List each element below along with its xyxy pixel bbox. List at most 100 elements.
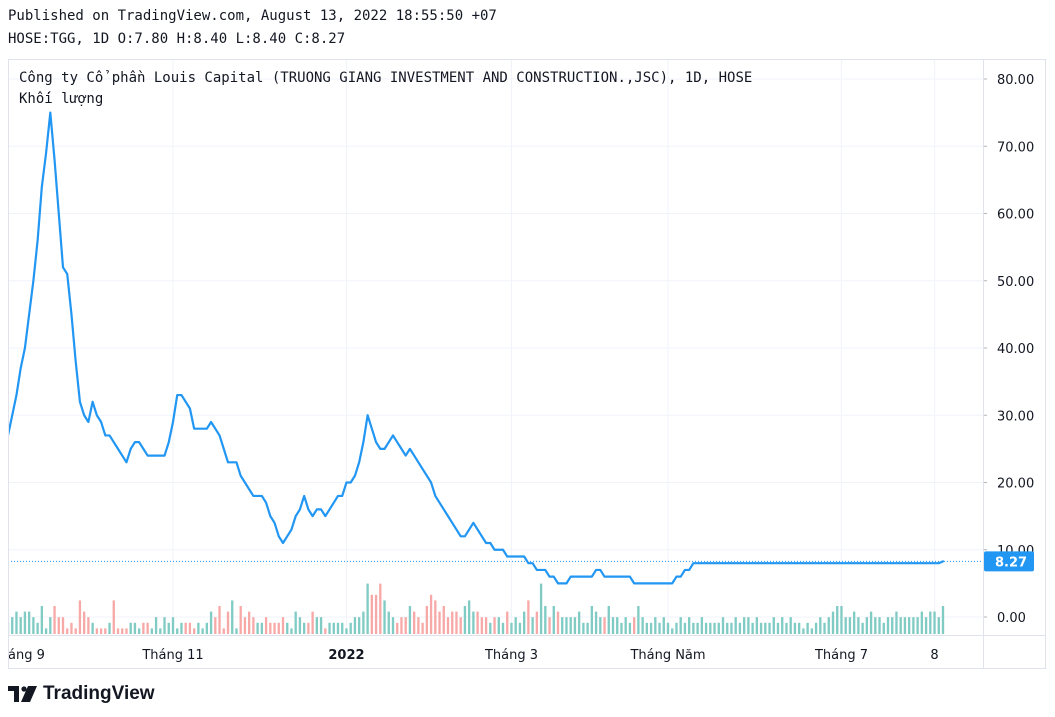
volume-bar	[607, 606, 610, 634]
volume-bar	[404, 617, 407, 634]
volume-bar	[87, 617, 90, 634]
time-axis[interactable]: áng 9 Tháng 11 2022 Tháng 3 Tháng Năm Tháng 7…	[8, 648, 939, 663]
volume-bar	[781, 617, 784, 634]
last-price-label: 8.27	[995, 555, 1027, 570]
volume-bar	[721, 617, 725, 634]
volume-bar	[222, 628, 225, 634]
volume-bar	[569, 617, 572, 634]
volume-bar	[201, 628, 204, 634]
volume-bar	[463, 606, 467, 634]
y-tick-label: 70.00	[997, 140, 1034, 155]
volume-bar	[599, 617, 602, 634]
volume-bars	[8, 583, 945, 634]
volume-bar	[328, 622, 331, 634]
volume-bar	[895, 611, 898, 634]
volume-bar	[366, 583, 369, 634]
volume-bar	[518, 622, 522, 634]
volume-bar	[163, 617, 166, 634]
volume-bar	[36, 622, 39, 634]
volume-bar	[108, 622, 111, 634]
published-line: Published on TradingView.com, August 13,…	[8, 8, 497, 24]
volume-bar	[654, 617, 657, 634]
volume-bar	[302, 622, 306, 634]
volume-bar	[256, 622, 259, 634]
volume-bar	[336, 622, 340, 634]
volume-bar	[142, 622, 145, 634]
chart-frame[interactable]: 80.00 70.00 60.00 50.00 40.00 30.00 20.00 10.00…	[8, 59, 1046, 669]
volume-bar	[641, 617, 644, 634]
volume-bar	[362, 611, 365, 634]
volume-bar	[231, 600, 234, 634]
volume-bar	[865, 617, 869, 634]
volume-bar	[345, 628, 348, 634]
volume-bar	[717, 622, 720, 634]
volume-bar	[776, 622, 780, 634]
volume-bar	[425, 606, 429, 634]
volume-bar	[759, 622, 763, 634]
volume-bar	[544, 606, 547, 634]
volume-bar	[298, 617, 302, 634]
price-axis[interactable]: 80.0070.0060.0050.0040.0030.0020.0010.00…	[983, 73, 1034, 626]
volume-bar	[387, 611, 390, 634]
volume-bar	[924, 617, 928, 634]
volume-bar	[679, 617, 682, 634]
volume-bar	[747, 617, 750, 634]
volume-bar	[755, 617, 759, 634]
chart-title: Công ty Cổ phần Louis Capital (TRUONG GI…	[19, 70, 753, 86]
volume-bar	[700, 617, 704, 634]
volume-bar	[658, 622, 661, 634]
volume-bar	[82, 611, 86, 634]
volume-bar	[844, 617, 847, 634]
volume-bar	[556, 611, 560, 634]
volume-bar	[789, 617, 792, 634]
volume-bar	[459, 617, 462, 634]
volume-bar	[324, 628, 327, 634]
volume-bar	[379, 583, 382, 634]
volume-bar	[920, 611, 924, 634]
volume-bar	[692, 622, 695, 634]
volume-bar	[552, 606, 555, 634]
volume-bar	[396, 622, 399, 634]
volume-bar	[429, 594, 433, 634]
chart-canvas[interactable]: 80.0070.0060.0050.0040.0030.0020.0010.00…	[8, 59, 1046, 669]
volume-bar	[417, 617, 420, 634]
volume-bar	[819, 617, 822, 634]
volume-bar	[357, 617, 361, 634]
volume-bar	[527, 600, 530, 634]
volume-bar	[341, 622, 344, 634]
volume-bar	[455, 611, 458, 634]
volume-bar	[666, 622, 670, 634]
volume-bar	[810, 628, 814, 634]
volume-bar	[882, 622, 885, 634]
x-tick-label: Tháng 3	[484, 648, 538, 663]
volume-bar	[683, 622, 687, 634]
price-series	[8, 111, 945, 585]
volume-bar	[522, 611, 526, 634]
volume-bar	[391, 617, 395, 634]
volume-bar	[116, 628, 120, 634]
volume-bar	[696, 622, 699, 634]
volume-bar	[252, 617, 255, 634]
volume-bar	[467, 600, 471, 634]
volume-bar	[121, 628, 124, 634]
volume-bar	[176, 628, 179, 634]
y-tick-label: 60.00	[997, 208, 1034, 223]
volume-bar	[929, 611, 932, 634]
y-tick-label: 0.00	[997, 611, 1026, 626]
volume-bar	[861, 622, 864, 634]
volume-bar	[167, 622, 170, 634]
ohlc-line: HOSE:TGG, 1D O:7.80 H:8.40 L:8.40 C:8.27	[8, 31, 346, 47]
volume-bar	[112, 600, 115, 634]
volume-bar	[95, 628, 99, 634]
volume-bar	[133, 622, 137, 634]
y-tick-label: 50.00	[997, 275, 1034, 290]
volume-bar	[243, 617, 247, 634]
price-line	[8, 111, 945, 585]
volume-bar	[472, 611, 475, 634]
volume-bar	[594, 611, 598, 634]
volume-bar	[235, 628, 238, 634]
volume-bar	[15, 611, 18, 634]
volume-bar	[49, 617, 52, 634]
volume-bar	[125, 628, 128, 634]
tradingview-footer[interactable]: TradingView	[8, 683, 155, 705]
